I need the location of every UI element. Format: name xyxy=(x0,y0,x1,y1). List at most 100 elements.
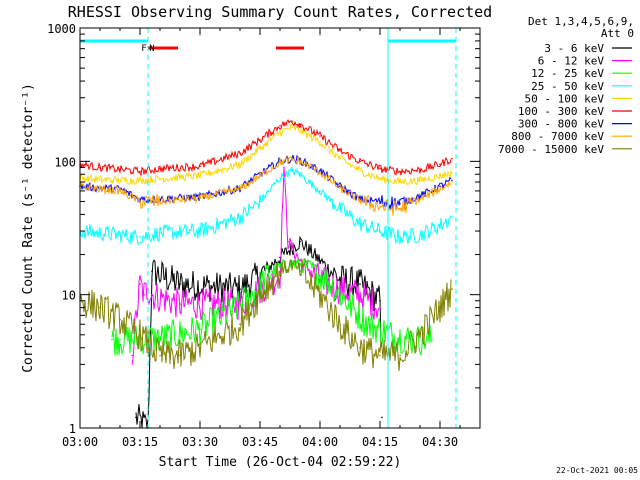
data-point xyxy=(239,152,241,154)
data-point xyxy=(159,337,161,340)
data-point xyxy=(367,323,369,326)
data-point xyxy=(379,178,381,180)
data-point xyxy=(399,354,401,357)
data-point xyxy=(199,174,201,177)
data-point xyxy=(451,179,453,182)
data-point xyxy=(139,283,141,285)
legend-label-0: 3 - 6 keV xyxy=(544,42,604,55)
data-point xyxy=(159,200,161,203)
data-point xyxy=(259,293,261,296)
data-point xyxy=(299,123,301,125)
data-point xyxy=(299,173,301,176)
data-point xyxy=(119,179,121,182)
data-point xyxy=(379,300,381,302)
data-point xyxy=(351,306,353,309)
data-point xyxy=(139,236,141,238)
legend-label-6: 300 - 800 keV xyxy=(518,118,604,131)
legend-label-1: 6 - 12 keV xyxy=(538,55,605,68)
series-layer xyxy=(79,118,453,429)
legend-header-1: Att 0 xyxy=(601,27,634,40)
y-tick-label: 1 xyxy=(69,422,76,436)
flag-label-f: F xyxy=(141,44,146,54)
data-point xyxy=(359,199,361,202)
data-point xyxy=(391,334,393,336)
data-point xyxy=(139,170,141,173)
data-point xyxy=(259,147,261,150)
data-point xyxy=(99,306,101,309)
data-point xyxy=(291,263,293,265)
data-point xyxy=(319,293,321,296)
data-point xyxy=(359,160,361,163)
data-point xyxy=(379,230,381,232)
data-point xyxy=(439,185,441,188)
series-line-8 xyxy=(79,259,452,372)
data-point xyxy=(159,178,161,180)
data-point xyxy=(131,354,133,357)
data-point xyxy=(139,179,141,182)
data-point xyxy=(119,190,121,192)
data-point xyxy=(439,174,441,177)
data-point xyxy=(99,166,101,169)
data-point xyxy=(259,174,261,177)
data-point xyxy=(259,139,261,141)
data-point xyxy=(279,177,281,179)
x-tick-label: 03:00 xyxy=(62,435,98,449)
data-point xyxy=(339,157,341,160)
data-point xyxy=(379,200,381,203)
series-8 xyxy=(79,259,453,372)
data-point xyxy=(319,190,321,192)
data-point xyxy=(419,179,421,182)
data-point xyxy=(159,354,161,357)
data-point xyxy=(199,230,201,232)
data-point xyxy=(231,310,233,313)
legend-label-7: 800 - 7000 keV xyxy=(511,130,604,143)
data-point xyxy=(339,323,341,326)
data-point xyxy=(319,141,321,143)
footer-timestamp: 22-Oct-2021 00:05 xyxy=(556,466,638,475)
data-point xyxy=(319,169,321,172)
data-point xyxy=(339,187,341,189)
axis-layer: 03:00 03:15 03:30 03:45 04:00 04:15 04:30 1 10 10… xyxy=(47,22,481,449)
series-3 xyxy=(79,166,453,246)
data-point xyxy=(439,224,441,227)
data-point xyxy=(99,232,101,234)
data-point xyxy=(419,334,421,336)
data-point xyxy=(439,163,441,166)
data-point xyxy=(379,205,381,208)
series-5 xyxy=(79,118,453,177)
data-point xyxy=(319,171,321,173)
data-point xyxy=(291,120,293,122)
data-point xyxy=(239,323,241,326)
data-point xyxy=(279,256,281,259)
data-point xyxy=(399,181,401,183)
x-tick-label: 04:30 xyxy=(422,435,458,449)
data-point xyxy=(451,216,453,219)
data-point xyxy=(179,303,181,305)
data-point xyxy=(139,200,141,203)
data-point xyxy=(419,234,421,236)
data-point xyxy=(99,178,101,181)
data-point xyxy=(179,283,181,285)
data-point xyxy=(451,181,453,183)
data-point xyxy=(359,346,361,349)
data-point xyxy=(119,168,121,171)
data-point xyxy=(119,234,121,236)
series-line-5 xyxy=(79,118,452,177)
data-point xyxy=(159,167,161,170)
legend-label-3: 25 - 50 keV xyxy=(531,80,604,93)
data-point xyxy=(339,150,341,152)
data-point xyxy=(359,169,361,172)
data-point xyxy=(199,197,201,199)
data-point xyxy=(299,240,301,243)
data-point xyxy=(299,160,301,163)
y-axis-label: Corrected Count Rate (s⁻¹ detector⁻¹) xyxy=(21,83,36,373)
series-line-7 xyxy=(79,155,452,216)
data-point xyxy=(139,334,141,336)
data-point xyxy=(451,157,453,160)
data-point xyxy=(119,318,121,321)
data-point xyxy=(431,338,433,341)
series-line-2 xyxy=(111,257,432,357)
data-point xyxy=(399,236,401,238)
legend-label-8: 7000 - 15000 keV xyxy=(498,143,604,156)
